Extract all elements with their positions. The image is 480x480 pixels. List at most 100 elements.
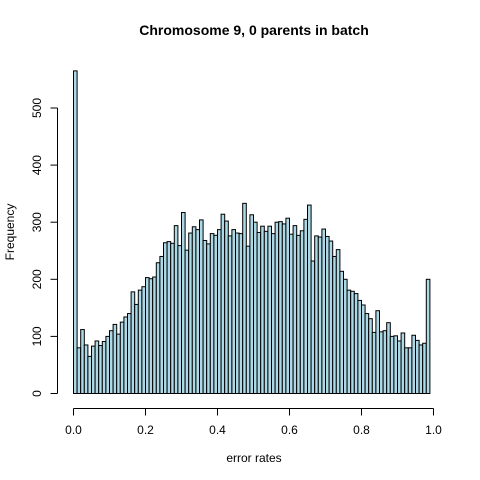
histogram-bar <box>263 230 269 394</box>
histogram-bar <box>220 213 226 394</box>
histogram-bar <box>393 335 398 395</box>
histogram-bar <box>206 243 211 394</box>
histogram-bar <box>130 291 136 394</box>
y-tick-label: 100 <box>30 326 44 346</box>
histogram-bar <box>278 221 283 394</box>
histogram-bar <box>256 231 262 394</box>
histogram-bar <box>137 289 143 394</box>
histogram-bar <box>285 217 290 394</box>
histogram-bar <box>217 229 222 394</box>
histogram-bar <box>177 245 182 394</box>
histogram-bar <box>141 286 146 394</box>
histogram-bar <box>325 235 330 394</box>
histogram-bar <box>119 321 125 394</box>
histogram-bar <box>227 235 233 394</box>
x-tick-label: 0.0 <box>65 423 82 437</box>
histogram-bars <box>73 70 431 395</box>
x-tick-label: 0.6 <box>281 423 298 437</box>
histogram-bar <box>332 255 337 394</box>
histogram-bar <box>249 214 254 394</box>
histogram-bar <box>260 225 265 394</box>
histogram-bar <box>163 242 168 394</box>
histogram-bar <box>364 313 370 394</box>
histogram-bar <box>382 330 388 395</box>
histogram-bar <box>303 218 308 394</box>
x-tick-label: 1.0 <box>425 423 442 437</box>
histogram-bar <box>397 340 402 394</box>
histogram-bar <box>188 232 193 394</box>
histogram-bar <box>375 310 380 394</box>
y-axis-label: Frequency <box>3 204 17 261</box>
y-tick-label: 200 <box>30 269 44 289</box>
histogram-bar <box>224 220 229 394</box>
histogram-bar <box>231 229 236 394</box>
histogram-bar <box>422 342 427 395</box>
histogram-bar <box>76 347 82 395</box>
x-axis-label: error rates <box>226 451 281 465</box>
histogram-bar <box>73 70 78 394</box>
histogram-bar <box>353 293 359 395</box>
y-tick-label: 400 <box>30 155 44 175</box>
histogram-bar <box>184 249 190 394</box>
histogram-bar <box>155 262 161 394</box>
histogram-bar <box>400 332 406 394</box>
histogram-bar <box>94 340 100 394</box>
histogram-bar <box>148 278 154 394</box>
x-tick-label: 0.2 <box>137 423 154 437</box>
histogram-bar <box>314 235 319 394</box>
y-axis: 0 100 200 300 400 500 <box>30 98 58 397</box>
histogram-bar <box>213 234 218 394</box>
histogram-bar <box>386 322 391 395</box>
histogram-bar <box>310 260 316 395</box>
histogram-bar <box>271 233 276 394</box>
histogram-bar <box>101 341 107 394</box>
histogram-bar <box>357 299 362 394</box>
histogram-bar <box>307 204 312 394</box>
histogram-bar <box>80 329 85 395</box>
histogram-bar <box>199 219 204 394</box>
histogram-bar <box>145 277 150 395</box>
histogram-bar <box>112 323 118 394</box>
histogram-bar <box>127 313 132 394</box>
histogram-bar <box>299 230 305 394</box>
x-tick-label: 0.4 <box>209 423 226 437</box>
histogram-bar <box>195 229 200 394</box>
histogram-bar <box>173 225 179 394</box>
histogram-bar <box>292 225 298 394</box>
histogram-bar <box>242 202 247 394</box>
histogram-bar <box>368 318 373 395</box>
histogram-bar <box>371 331 377 395</box>
histogram-bar <box>235 232 240 394</box>
y-tick-label: 300 <box>30 212 44 232</box>
histogram-bar <box>245 245 251 394</box>
histogram-bar <box>87 355 93 395</box>
chart-title: Chromosome 9, 0 parents in batch <box>139 22 369 38</box>
histogram-bar <box>267 225 272 394</box>
histogram-bar <box>134 303 139 395</box>
histogram-bar <box>159 255 164 394</box>
x-axis: 0.0 0.2 0.4 0.6 0.8 1.0 <box>65 408 442 437</box>
histogram-bar <box>425 278 431 394</box>
histogram-bar <box>281 223 287 394</box>
histogram-bar <box>98 345 103 395</box>
histogram-bar <box>166 241 172 394</box>
histogram-bar <box>361 304 366 394</box>
histogram-bar <box>209 233 215 394</box>
histogram-bar <box>350 290 355 394</box>
histogram-bar <box>253 221 258 394</box>
x-tick-label: 0.8 <box>353 423 370 437</box>
histogram-bar <box>415 339 420 395</box>
histogram-bar <box>339 270 344 394</box>
histogram-bar <box>289 233 294 394</box>
histogram-bar <box>123 316 129 394</box>
histogram-bar <box>379 331 384 394</box>
histogram-bar <box>116 333 121 394</box>
y-tick-label: 500 <box>30 98 44 118</box>
histogram-bar <box>346 289 352 394</box>
histogram-bar <box>91 345 96 394</box>
histogram-bar <box>389 335 395 394</box>
histogram-bar <box>202 239 208 394</box>
histogram-bar <box>317 236 323 394</box>
histogram-bar <box>274 221 280 394</box>
